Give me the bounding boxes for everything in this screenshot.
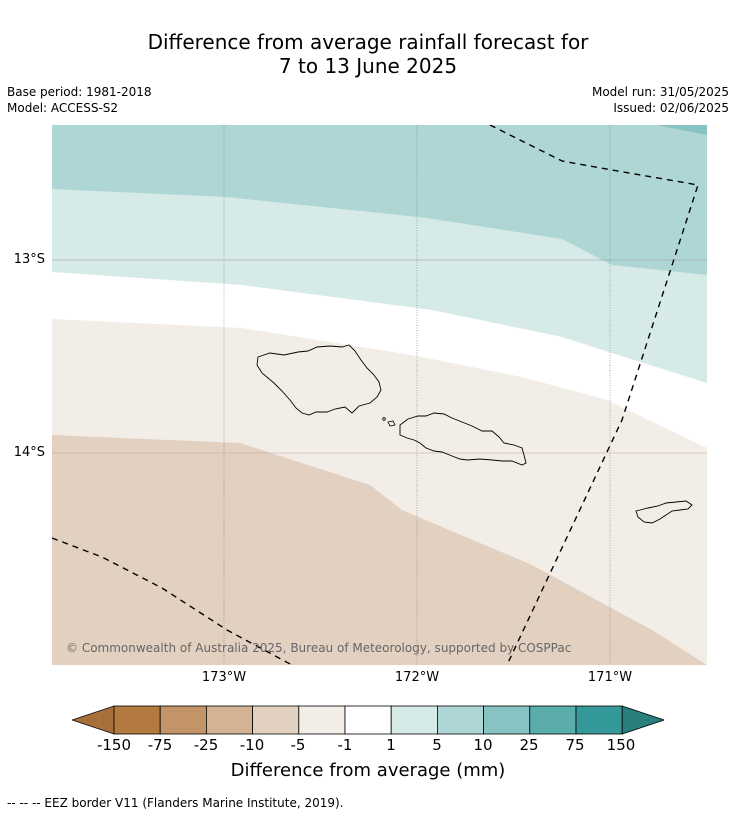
colorbar-ticks: -150 -75 -25 -10 -5 -1 1 5 10 25 75 150 — [0, 736, 736, 756]
islet-1 — [382, 417, 386, 421]
model-run-text: Model run: 31/05/2025 — [591, 85, 729, 99]
map-svg — [51, 124, 707, 666]
base-period-text: Base period: 1981-2018 — [7, 85, 152, 99]
cb-tick: 5 — [432, 736, 442, 754]
zone-5-to-10 — [52, 125, 707, 275]
lat-label-14s: 14°S — [13, 445, 45, 460]
upolu-island — [399, 412, 527, 466]
cb-tick: -5 — [290, 736, 306, 754]
colorbar-segment — [483, 705, 531, 735]
cb-tick: -150 — [96, 736, 132, 754]
cb-tick: -10 — [239, 736, 265, 754]
cb-tick: -25 — [193, 736, 219, 754]
model-text: Model: ACCESS-S2 — [7, 101, 119, 115]
islet-2 — [387, 420, 396, 427]
eez-border-west — [51, 537, 293, 666]
colorbar-arrow-high — [621, 705, 664, 735]
eez-border-east — [489, 124, 699, 666]
colorbar-segment — [344, 705, 392, 735]
cb-tick: 1 — [386, 736, 396, 754]
copyright-text: © Commonwealth of Australia 2025, Bureau… — [66, 641, 572, 655]
colorbar-segment — [529, 705, 577, 735]
colorbar-segment — [390, 705, 438, 735]
lat-label-13s: 13°S — [13, 252, 45, 267]
cb-tick: -75 — [147, 736, 173, 754]
colorbar-segment — [298, 705, 346, 735]
colorbar-arrow-low — [72, 705, 115, 735]
eez-footnote: -- -- -- EEZ border V11 (Flanders Marine… — [7, 796, 344, 810]
forecast-map — [51, 124, 707, 666]
lon-label-172w: 172°W — [394, 670, 440, 685]
cb-tick: -1 — [337, 736, 353, 754]
colorbar-segment — [436, 705, 484, 735]
colorbar — [72, 705, 664, 735]
meta-right: Model run: 31/05/2025 Issued: 02/06/2025 — [592, 84, 729, 116]
colorbar-segment — [205, 705, 253, 735]
lon-label-171w: 171°W — [587, 670, 633, 685]
title-line-2: 7 to 13 June 2025 — [278, 54, 458, 78]
cb-tick: 150 — [606, 736, 636, 754]
issued-text: Issued: 02/06/2025 — [613, 101, 729, 115]
colorbar-title: Difference from average (mm) — [230, 760, 506, 781]
colorbar-segment — [252, 705, 300, 735]
lon-label-173w: 173°W — [201, 670, 247, 685]
zone-10-to-25 — [657, 125, 707, 135]
colorbar-segment — [159, 705, 207, 735]
cb-tick: 25 — [519, 736, 539, 754]
page-title: Difference from average rainfall forecas… — [0, 30, 736, 78]
savaii-island — [256, 344, 382, 416]
meta-left: Base period: 1981-2018 Model: ACCESS-S2 — [7, 84, 152, 116]
cb-tick: 10 — [473, 736, 493, 754]
colorbar-segment — [575, 705, 623, 735]
title-line-1: Difference from average rainfall forecas… — [147, 30, 589, 54]
cb-tick: 75 — [565, 736, 585, 754]
colorbar-segment — [113, 705, 161, 735]
tutuila-island — [635, 500, 693, 524]
